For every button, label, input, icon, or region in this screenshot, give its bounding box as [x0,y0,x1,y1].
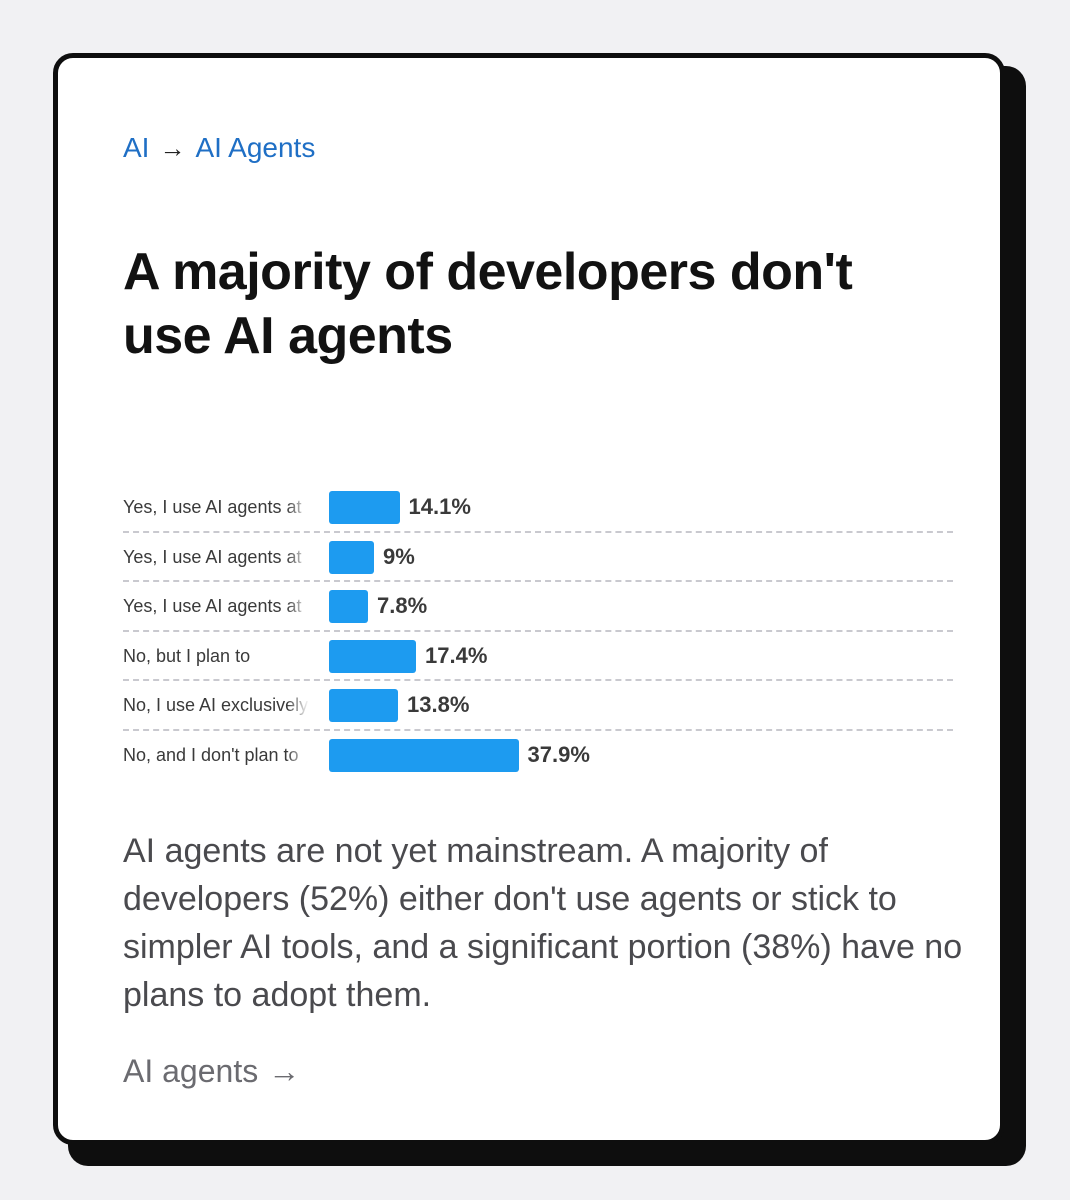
bar-value-label: 37.9% [527,741,590,767]
ai-agents-link-label: AI agents [123,1053,259,1089]
bar [329,689,398,723]
category-label: No, and I don't plan to [123,744,299,765]
bar-value-label: 17.4% [425,642,488,668]
chart-row: No, I use AI exclusively 13.8% [123,681,953,731]
page-title: A majority of developers don't use AI ag… [123,243,853,365]
bar-value-label: 13.8% [407,692,470,718]
chart-row: No, and I don't plan to 37.9% [123,731,953,781]
bar [329,540,374,574]
bar [329,738,519,772]
survey-card: AI → AI Agents A majority of developers … [53,53,1005,1145]
bar-chart: Yes, I use AI agents at 14.1% Yes, I use A… [123,483,953,781]
category-label: Yes, I use AI agents at [123,596,302,617]
category-label: No, I use AI exclusively [123,695,309,716]
bar-value-label: 7.8% [377,593,428,619]
arrow-right-icon: → [268,1053,301,1089]
category-label: Yes, I use AI agents at [123,497,302,517]
category-label: No, but I plan to [123,645,251,666]
arrow-right-icon: → [159,132,186,163]
card-content: AI → AI Agents A majority of developers … [123,128,962,1089]
breadcrumb: AI → AI Agents [123,128,940,168]
ai-agents-link[interactable]: AI agents → [123,1053,300,1090]
chart-row: No, but I plan to 17.4% [123,632,953,682]
summary-text: AI agents are not yet mainstream. A majo… [123,832,963,1014]
breadcrumb-item-ai[interactable]: AI [123,132,150,163]
bar [329,639,416,673]
bar-value-label: 9% [383,543,415,569]
bar [329,590,368,624]
bar [329,491,400,524]
bar-value-label: 14.1% [408,494,471,519]
chart-row: Yes, I use AI agents at 9% [123,533,953,583]
category-label: Yes, I use AI agents at [123,546,302,567]
breadcrumb-item-ai-agents[interactable]: AI Agents [195,132,316,163]
chart-row: Yes, I use AI agents at 7.8% [123,582,953,632]
chart-row: Yes, I use AI agents at 14.1% [123,483,953,533]
